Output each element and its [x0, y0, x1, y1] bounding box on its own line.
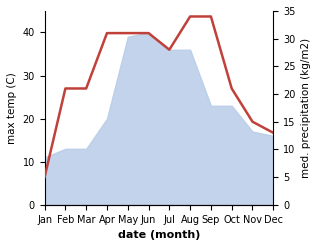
X-axis label: date (month): date (month) [118, 230, 200, 240]
Y-axis label: max temp (C): max temp (C) [7, 72, 17, 144]
Y-axis label: med. precipitation (kg/m2): med. precipitation (kg/m2) [301, 38, 311, 178]
